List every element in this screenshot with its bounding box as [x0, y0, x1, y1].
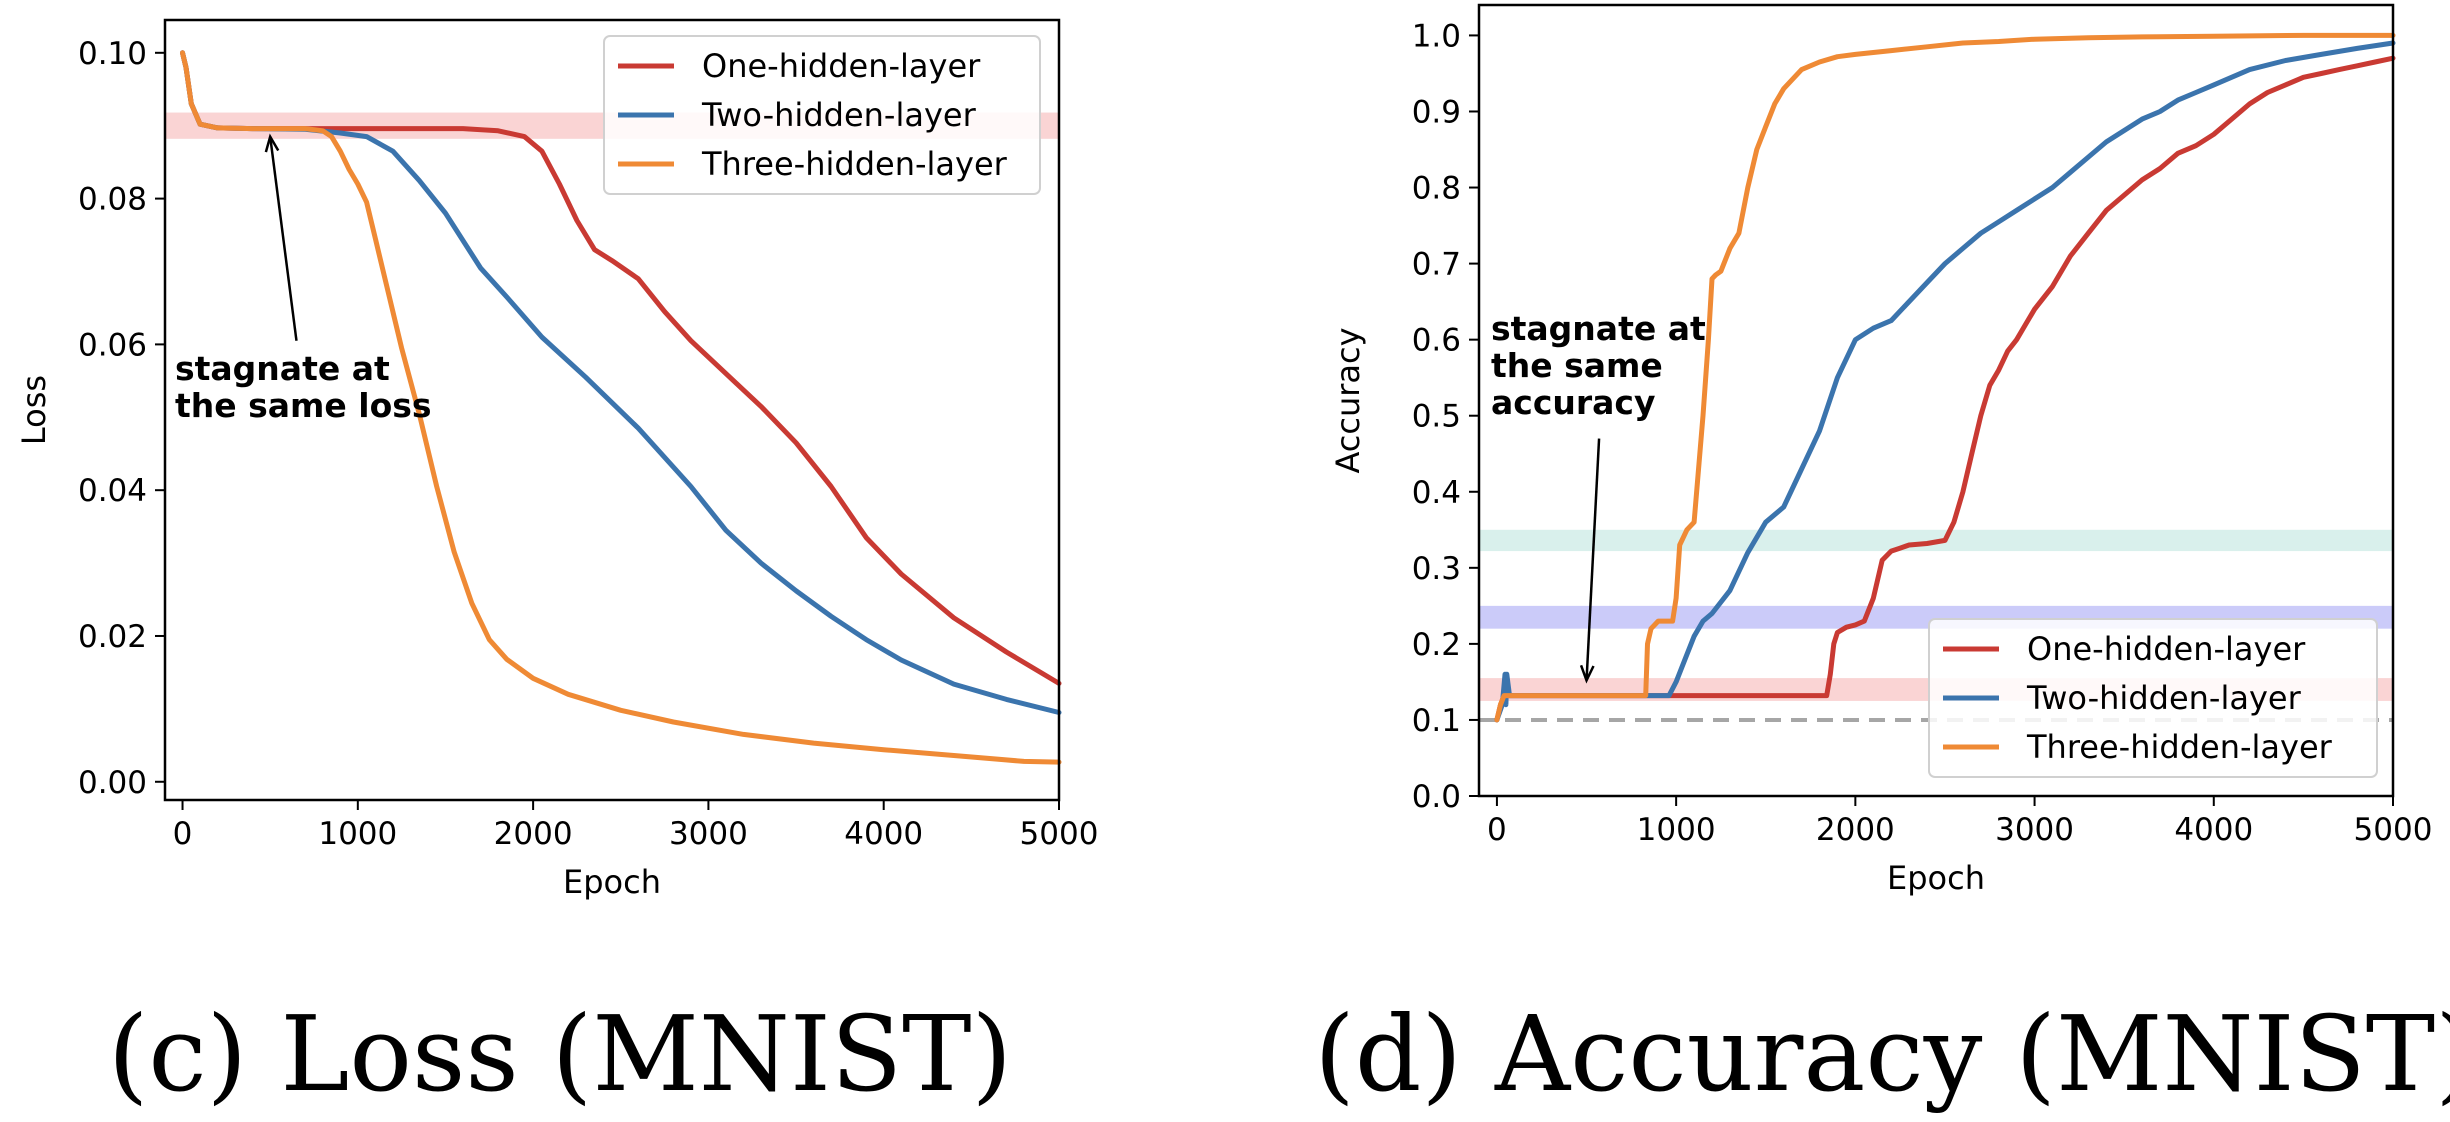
legend-label: Two-hidden-layer — [701, 96, 977, 134]
legend: One-hidden-layer Two-hidden-layer Three-hi… — [603, 35, 1041, 195]
accuracy-chart: 0 1000 2000 3000 4000 5000 0.0 0.1 0.2 0.3 0.4 0.5 0… — [1314, 3, 2450, 1115]
x-tick-label: 3000 — [1995, 812, 2074, 848]
annotation-text: accuracy — [1491, 383, 1656, 422]
x-tick-label: 4000 — [844, 816, 923, 852]
legend: One-hidden-layer Two-hidden-layer Three-hi… — [1928, 618, 2378, 778]
y-tick-label: 0.9 — [1412, 94, 1461, 130]
y-axis-label: Accuracy — [1329, 327, 1367, 473]
y-tick-label: 0.8 — [1412, 171, 1461, 207]
y-tick-label: 1.0 — [1412, 18, 1461, 54]
y-tick-label: 0.0 — [1412, 779, 1461, 815]
y-tick-label: 0.6 — [1412, 323, 1461, 359]
x-tick-label: 0 — [1487, 812, 1507, 848]
legend-box — [1928, 618, 2378, 778]
annotation-arrow — [1585, 438, 1601, 681]
x-tick-label: 5000 — [1020, 816, 1099, 852]
x-tick-label: 5000 — [2354, 812, 2433, 848]
legend-label: Three-hidden-layer — [2026, 728, 2333, 766]
annotation-arrowhead — [1579, 664, 1595, 684]
legend-label: One-hidden-layer — [702, 47, 981, 85]
y-tick-label: 0.7 — [1412, 247, 1461, 283]
series-line-three-hidden-layer — [1494, 32, 2396, 723]
y-tick-label: 0.04 — [78, 473, 147, 509]
y-tick-label: 0.00 — [78, 765, 147, 801]
y-tick-label: 0.4 — [1412, 475, 1461, 511]
x-tick-label: 2000 — [494, 816, 573, 852]
x-tick-label: 4000 — [2174, 812, 2253, 848]
loss-chart: 0 1000 2000 3000 4000 5000 0.00 0.02 0.04 0.06 0.0… — [15, 18, 1099, 1115]
y-tick-label: 0.02 — [78, 619, 147, 655]
x-axis-label: Epoch — [1887, 859, 1985, 897]
x-tick-label: 1000 — [318, 816, 397, 852]
series-line-three-hidden-layer — [180, 50, 1062, 765]
x-axis-label: Epoch — [563, 863, 661, 901]
annotation-text: the same — [1491, 346, 1663, 385]
x-tick-label: 3000 — [669, 816, 748, 852]
annotation-arrow — [268, 136, 298, 341]
annotation-text: the same loss — [175, 386, 432, 425]
y-tick-label: 0.06 — [78, 327, 147, 363]
annotation-arrowhead — [264, 133, 280, 153]
legend-label: One-hidden-layer — [2027, 630, 2306, 668]
y-tick-label: 0.5 — [1412, 399, 1461, 435]
x-tick-label: 2000 — [1816, 812, 1895, 848]
x-tick-label: 1000 — [1637, 812, 1716, 848]
plot-frame — [1477, 3, 2395, 798]
y-tick-label: 0.1 — [1412, 703, 1461, 739]
y-tick-label: 0.08 — [78, 182, 147, 218]
y-axis-label: Loss — [15, 375, 53, 445]
annotation-text: stagnate at — [1491, 309, 1706, 348]
y-tick-label: 0.3 — [1412, 551, 1461, 587]
caption: (d) Accuracy (MNIST) — [1314, 993, 2450, 1115]
legend-label: Two-hidden-layer — [2026, 679, 2302, 717]
legend-label: Three-hidden-layer — [701, 145, 1008, 183]
x-tick-label: 0 — [173, 816, 193, 852]
plot-frame — [163, 18, 1061, 802]
caption: (c) Loss (MNIST) — [108, 993, 1012, 1115]
annotation-text: stagnate at — [175, 349, 390, 388]
y-tick-label: 0.10 — [78, 36, 147, 72]
legend-box — [603, 35, 1041, 195]
y-tick-label: 0.2 — [1412, 627, 1461, 663]
series-line-one-hidden-layer — [1494, 55, 2396, 723]
